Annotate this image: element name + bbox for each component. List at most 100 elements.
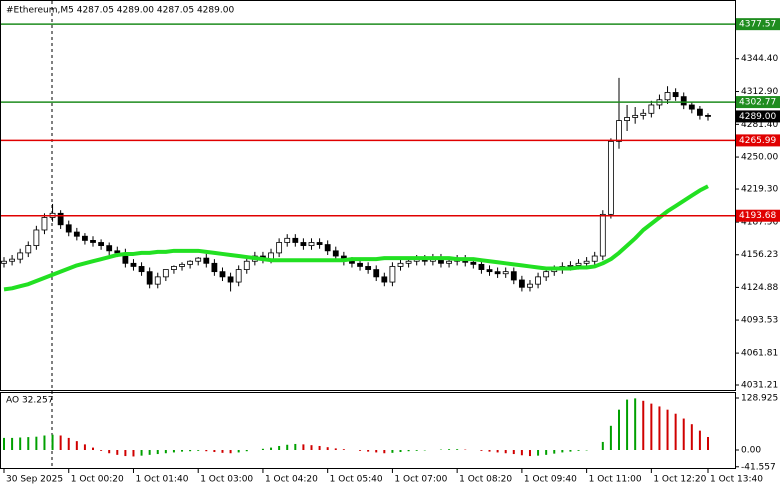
candle-body [494, 271, 501, 275]
candle-body [632, 114, 639, 118]
y-tick-label: 4250.00 [741, 153, 778, 163]
candle-body [138, 266, 145, 273]
x-tick-label: 1 Oct 05:40 [330, 475, 383, 485]
candle-body [607, 141, 614, 215]
x-tick-label: 1 Oct 04:20 [265, 475, 318, 485]
candle-body [33, 229, 40, 247]
candle-body [373, 269, 380, 278]
level-label: 4377.57 [739, 20, 776, 30]
candle-body [17, 252, 24, 260]
level-label-box [736, 209, 780, 222]
candle-body [518, 279, 525, 288]
candle-body [276, 242, 283, 254]
candle-body [292, 237, 299, 243]
ao-frame [0, 392, 736, 469]
candle-body [624, 117, 630, 121]
chart-title: #Ethereum,M5 4287.05 4289.00 4287.05 428… [6, 6, 234, 16]
candle-body [308, 242, 315, 247]
ao-y-tick-label: 128.925 [741, 394, 778, 404]
level-label-box [736, 18, 780, 31]
candle-body [640, 112, 647, 116]
x-tick-label: 1 Oct 11:00 [589, 475, 642, 485]
candle-body [9, 258, 15, 262]
moving-average [3, 184, 709, 292]
candle-body [98, 242, 105, 247]
y-tick-label: 4281.40 [741, 120, 778, 130]
current-price-box [736, 110, 780, 123]
candle-body [527, 283, 533, 288]
x-tick-label: 1 Oct 00:20 [71, 475, 124, 485]
candle-body [446, 260, 452, 264]
candle-body [154, 276, 161, 285]
candle-body [25, 245, 32, 254]
candle-body [357, 262, 363, 267]
candle-body [195, 257, 202, 262]
level-label-box [736, 96, 780, 109]
candle-body [405, 260, 412, 264]
candle-body [146, 271, 153, 285]
ao-title: AO 32.257 [6, 396, 53, 406]
candle-body [591, 255, 598, 262]
candle-body [543, 271, 550, 278]
candle-body [57, 212, 64, 226]
candle-body [316, 242, 323, 245]
candle-body [648, 104, 655, 114]
candle-body [82, 235, 88, 241]
candle-body [510, 271, 517, 281]
ao-y-tick-label: 0.00 [741, 446, 761, 456]
candle-body [203, 257, 210, 264]
candle-body [688, 104, 695, 110]
candle-body [332, 250, 339, 257]
ao-y-tick-label: -41.557 [741, 462, 776, 472]
candle-body [502, 271, 509, 275]
candle-body [705, 114, 711, 117]
candle-body [381, 276, 388, 283]
candle-body [680, 96, 687, 106]
y-tick-label: 4187.56 [741, 218, 778, 228]
candle-body [171, 266, 177, 270]
candle-body [575, 262, 582, 266]
candle-body [243, 260, 250, 270]
x-tick-label: 1 Oct 01:40 [135, 475, 188, 485]
candle-body [1, 260, 7, 264]
current-price-label: 4289.00 [739, 112, 776, 122]
candle-body [349, 260, 355, 264]
candle-body [486, 269, 493, 273]
candle-body [235, 269, 242, 283]
candle-body [397, 262, 404, 267]
level-label: 4265.99 [739, 136, 776, 146]
candle-body [90, 240, 96, 243]
y-tick-label: 4061.81 [741, 349, 778, 359]
y-tick-label: 4219.30 [741, 185, 778, 195]
candle-body [162, 269, 169, 278]
candle-body [73, 231, 80, 237]
candle-body [567, 265, 574, 267]
y-tick-label: 4093.53 [741, 316, 778, 326]
candle-body [672, 92, 679, 98]
y-tick-label: 4156.23 [741, 250, 778, 260]
candle-body [187, 260, 194, 265]
x-tick-label: 1 Oct 03:00 [200, 475, 253, 485]
candle-body [114, 250, 121, 254]
x-tick-label: 1 Oct 09:40 [524, 475, 577, 485]
candle-body [227, 276, 234, 283]
candle-body [535, 276, 541, 285]
x-tick-label: 1 Oct 08:20 [459, 475, 512, 485]
candle-body [365, 266, 372, 270]
y-tick-label: 4344.40 [741, 54, 778, 64]
x-tick-label: 1 Oct 07:00 [394, 475, 447, 485]
x-tick-label: 1 Oct 12:20 [653, 475, 706, 485]
main-frame [0, 0, 736, 391]
candle-body [664, 92, 671, 101]
y-tick-label: 4124.88 [741, 283, 778, 293]
candle-body [130, 262, 137, 267]
candle-body [470, 261, 477, 265]
level-label-box [736, 134, 780, 147]
y-tick-label: 4031.21 [741, 380, 778, 390]
candle-body [219, 271, 226, 278]
y-tick-label: 4312.90 [741, 87, 778, 97]
candle-body [599, 213, 606, 257]
candle-body [65, 224, 72, 233]
